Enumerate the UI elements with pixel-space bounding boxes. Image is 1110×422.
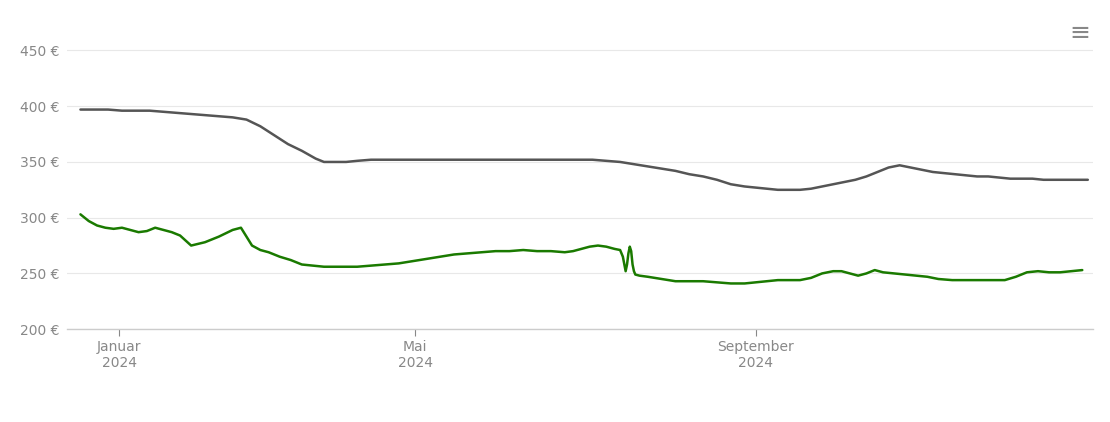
Text: ≡: ≡ [1069,21,1090,45]
Legend: lose Ware, Sackware: lose Ware, Sackware [454,421,706,422]
